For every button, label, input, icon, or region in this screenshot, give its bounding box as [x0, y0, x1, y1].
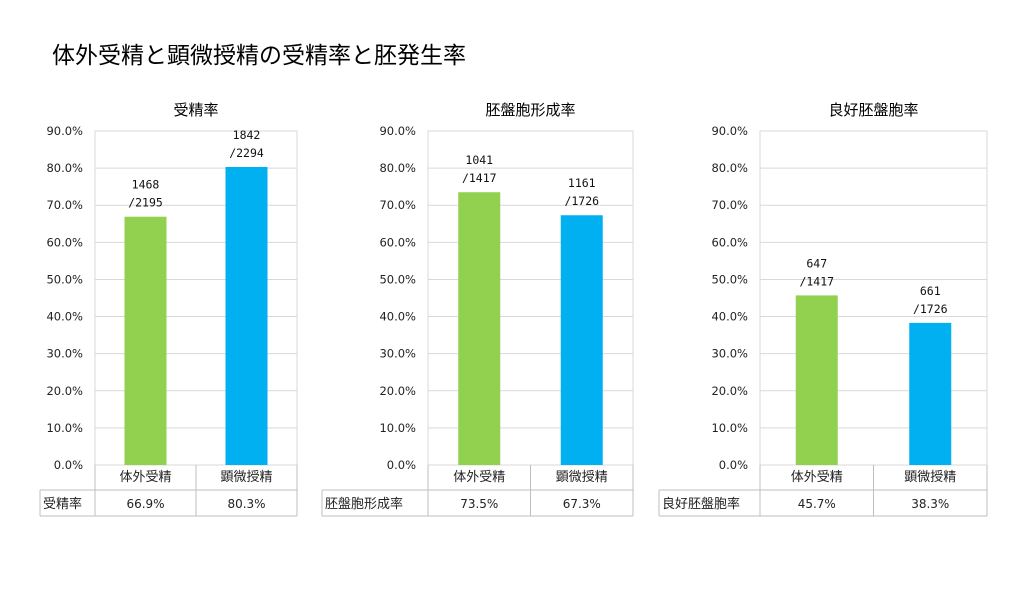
y-tick-label: 60.0%	[711, 235, 748, 249]
y-tick-label: 20.0%	[711, 384, 748, 398]
bar-icsi	[225, 166, 268, 465]
y-tick-label: 10.0%	[46, 421, 83, 435]
data-label-total: /1417	[799, 274, 834, 288]
chart-title: 受精率	[173, 101, 219, 119]
y-tick-label: 70.0%	[379, 198, 416, 212]
category-label: 体外受精	[791, 470, 843, 485]
data-label-total: /1726	[913, 302, 948, 316]
y-tick-label: 40.0%	[379, 310, 416, 324]
chart-title: 良好胚盤胞率	[828, 101, 919, 119]
y-tick-label: 0.0%	[719, 458, 748, 472]
y-tick-label: 50.0%	[46, 272, 83, 286]
page-title: 体外受精と顕微授精の受精率と胚発生率	[52, 43, 466, 69]
data-label-count: 1041	[465, 153, 493, 167]
table-value: 66.9%	[126, 497, 164, 511]
y-tick-label: 10.0%	[711, 421, 748, 435]
y-tick-label: 90.0%	[711, 124, 748, 138]
y-tick-label: 40.0%	[711, 310, 748, 324]
bar-ivf	[458, 192, 501, 465]
category-label: 体外受精	[453, 470, 505, 485]
category-label: 顕微授精	[556, 470, 608, 485]
table-row-label: 胚盤胞形成率	[325, 496, 403, 512]
y-tick-label: 30.0%	[711, 347, 748, 361]
y-tick-label: 40.0%	[46, 310, 83, 324]
data-label-total: /2294	[229, 146, 264, 160]
category-label: 顕微授精	[220, 470, 272, 485]
data-label-count: 647	[806, 256, 827, 270]
y-tick-label: 50.0%	[711, 272, 748, 286]
bar-ivf	[124, 216, 167, 465]
y-tick-label: 0.0%	[54, 458, 83, 472]
y-tick-label: 90.0%	[46, 124, 83, 138]
chart-title: 胚盤胞形成率	[485, 101, 576, 119]
bar-icsi	[909, 322, 952, 465]
table-value: 73.5%	[460, 497, 498, 511]
y-tick-label: 60.0%	[46, 235, 83, 249]
table-value: 80.3%	[227, 497, 265, 511]
table-row-label: 良好胚盤胞率	[662, 496, 740, 512]
category-label: 体外受精	[119, 470, 171, 485]
y-tick-label: 10.0%	[379, 421, 416, 435]
data-label-count: 1842	[233, 128, 261, 142]
y-tick-label: 60.0%	[379, 235, 416, 249]
data-label-total: /1417	[462, 171, 497, 185]
data-label-total: /2195	[128, 196, 163, 210]
data-label-count: 1468	[132, 178, 160, 192]
data-label-total: /1726	[564, 194, 599, 208]
plot-border	[94, 130, 298, 466]
y-tick-label: 0.0%	[387, 458, 416, 472]
table-value: 38.3%	[911, 497, 949, 511]
data-label-count: 661	[920, 284, 941, 298]
plot-border	[427, 130, 634, 466]
y-tick-label: 50.0%	[379, 272, 416, 286]
data-label-count: 1161	[568, 176, 596, 190]
bar-icsi	[560, 215, 603, 465]
y-tick-label: 30.0%	[46, 347, 83, 361]
y-tick-label: 80.0%	[711, 161, 748, 175]
y-tick-label: 20.0%	[379, 384, 416, 398]
y-tick-label: 70.0%	[711, 198, 748, 212]
table-value: 67.3%	[563, 497, 601, 511]
plot-border	[759, 130, 988, 466]
category-label: 顕微授精	[904, 470, 956, 485]
y-tick-label: 70.0%	[46, 198, 83, 212]
table-row-label: 受精率	[43, 496, 82, 512]
y-tick-label: 80.0%	[46, 161, 83, 175]
y-tick-label: 20.0%	[46, 384, 83, 398]
y-tick-label: 90.0%	[379, 124, 416, 138]
bar-ivf	[795, 295, 838, 465]
y-tick-label: 30.0%	[379, 347, 416, 361]
y-tick-label: 80.0%	[379, 161, 416, 175]
table-value: 45.7%	[798, 497, 836, 511]
